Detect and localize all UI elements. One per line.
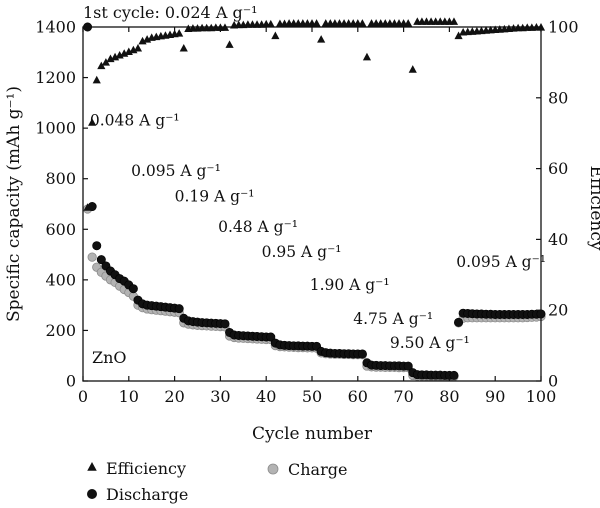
efficiency-point	[454, 31, 463, 40]
efficiency-point	[179, 43, 188, 52]
y-right-tick-label: 80	[548, 88, 568, 107]
points-layer	[82, 17, 546, 382]
discharge-point	[128, 284, 138, 294]
x-tick-label: 0	[78, 387, 88, 406]
legend: Efficiency Discharge Charge	[87, 459, 347, 504]
y-left-tick-label: 200	[45, 321, 76, 340]
y-left-tick-label: 400	[45, 270, 76, 289]
efficiency-point	[88, 118, 97, 126]
y-left-tick-label: 800	[45, 169, 76, 188]
y-left-tick-label: 1000	[35, 119, 76, 138]
efficiency-point	[266, 19, 275, 28]
efficiency-point	[271, 31, 280, 40]
efficiency-point	[133, 43, 143, 52]
rate-annotation: 0.048 A g⁻¹	[90, 112, 180, 130]
y-left-tick-label: 0	[66, 372, 76, 391]
y-left-tick-label: 1400	[35, 18, 76, 37]
chart-title: 1st cycle: 0.024 A g⁻¹	[83, 3, 258, 22]
discharge-point	[266, 332, 276, 342]
discharge-point	[220, 319, 230, 329]
efficiency-point	[92, 75, 101, 84]
efficiency-point	[449, 17, 459, 25]
x-tick-label: 30	[210, 387, 230, 406]
efficiency-point	[404, 19, 413, 27]
discharge-point	[174, 304, 184, 314]
rate-annotation: 0.95 A g⁻¹	[262, 243, 342, 261]
x-tick-label: 80	[439, 387, 459, 406]
rate-annotation: 0.48 A g⁻¹	[218, 218, 298, 236]
legend-efficiency-label: Efficiency	[106, 459, 186, 478]
legend-charge-label: Charge	[288, 460, 347, 479]
discharge-point	[454, 317, 464, 327]
rate-annotation: 0.19 A g⁻¹	[175, 187, 255, 205]
x-axis-label: Cycle number	[252, 424, 373, 444]
x-tick-label: 20	[164, 387, 184, 406]
x-tick-label: 40	[256, 387, 276, 406]
efficiency-point	[225, 40, 234, 48]
y-right-tick-label: 20	[548, 301, 568, 320]
x-tick-label: 10	[119, 387, 139, 406]
y-right-tick-label: 40	[548, 230, 568, 249]
rate-annotation: 4.75 A g⁻¹	[353, 310, 433, 328]
y-axis-left-label: Specific capacity (mAh g⁻¹)	[4, 86, 24, 322]
y-left-tick-label: 600	[45, 220, 76, 239]
x-tick-label: 90	[485, 387, 505, 406]
legend-discharge-marker	[87, 489, 97, 499]
rate-annotation: 0.095 A g⁻¹	[131, 162, 221, 180]
discharge-point	[449, 370, 459, 380]
y-left-tick-label: 1200	[35, 68, 76, 87]
sample-label: ZnO	[92, 348, 127, 367]
efficiency-point	[358, 19, 367, 27]
y-right-tick-label: 0	[548, 372, 558, 391]
discharge-point	[357, 349, 367, 359]
rate-annotations: 0.048 A g⁻¹ 0.095 A g⁻¹ 0.19 A g⁻¹ 0.48 A g…	[90, 112, 546, 353]
x-tick-label: 100	[526, 387, 557, 406]
efficiency-point	[97, 61, 106, 70]
efficiency-point	[83, 203, 92, 211]
x-tick-label: 70	[393, 387, 413, 406]
legend-discharge-label: Discharge	[106, 485, 188, 504]
y-right-tick-label: 60	[548, 159, 568, 178]
x-tick-label: 60	[348, 387, 368, 406]
efficiency-point	[175, 29, 184, 37]
rate-annotation: 1.90 A g⁻¹	[310, 276, 390, 294]
charge-point	[87, 252, 97, 262]
plot-frame	[82, 26, 542, 382]
efficiency-point	[317, 35, 326, 43]
legend-efficiency-marker	[87, 462, 97, 471]
y-right-tick-label: 100	[548, 18, 579, 37]
discharge-point	[92, 241, 102, 251]
x-tick-label: 50	[302, 387, 322, 406]
discharge-point	[403, 361, 413, 371]
rate-annotation: 0.095 A g⁻¹	[456, 253, 546, 271]
legend-charge-marker	[267, 463, 279, 475]
efficiency-point	[408, 65, 417, 73]
axis-ticks: 0 10 20 30 40 50 60 70 80 90 100020040060080010001…	[35, 18, 578, 407]
efficiency-point	[101, 58, 110, 66]
rate-annotation: 9.50 A g⁻¹	[390, 334, 470, 352]
efficiency-point	[362, 52, 372, 61]
discharge-point	[96, 255, 106, 265]
efficiency-point	[312, 19, 321, 27]
y-axis-right-label: Efficiency	[586, 165, 600, 250]
